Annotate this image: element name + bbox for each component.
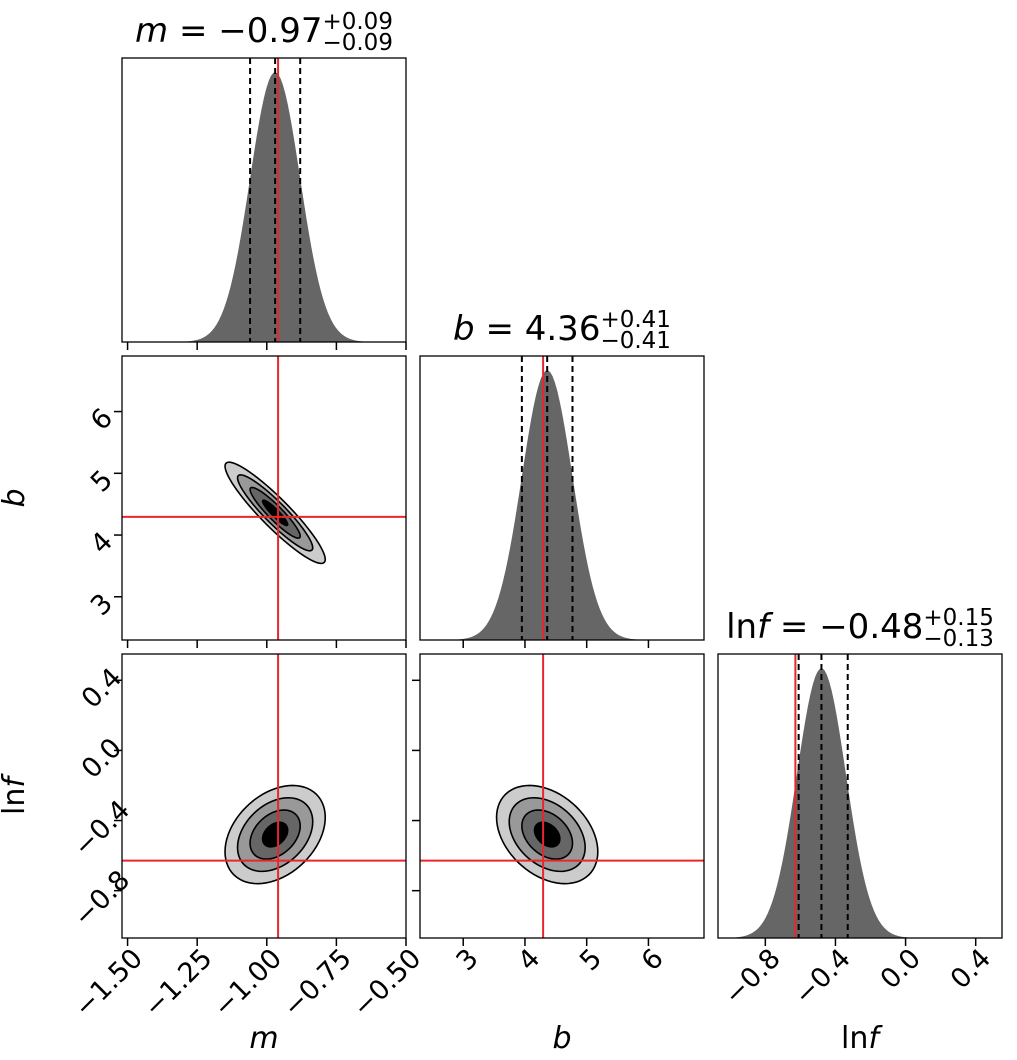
panel-title-lnf: lnf = −0.48+0.15	[726, 605, 994, 647]
histogram-fill-m	[122, 72, 406, 343]
title-value: = 4.36	[475, 309, 601, 349]
x-tick-label-m: −1.00	[208, 943, 288, 1023]
title-value: = −0.48	[769, 607, 923, 647]
x-axis-label-lnf: lnf	[841, 1021, 883, 1056]
y-tick-label-b: 5	[85, 464, 119, 498]
panel-frame-lnf-lnf	[717, 653, 1003, 939]
x-tick-label-m: −0.75	[277, 943, 357, 1023]
x-axis-label-b: b	[552, 1021, 571, 1056]
axis-label-main: m	[249, 1021, 278, 1056]
panel-frame-b-b	[419, 355, 705, 641]
histogram-lnf: lnf = −0.48+0.15−0.13	[717, 605, 1003, 939]
title-lhs: b	[453, 309, 475, 349]
histogram-m: m = −0.97+0.09−0.09	[121, 9, 407, 343]
axis-label-italic: f	[868, 1021, 883, 1056]
panel-frame-m-lnf	[121, 653, 407, 939]
axis-label-main: ln	[841, 1021, 868, 1056]
y-tick-label-b: 3	[85, 588, 119, 622]
contour-panel-m-lnf	[121, 653, 407, 939]
x-tick-label-lnf: 0.0	[875, 943, 927, 995]
x-tick-label-b: 6	[636, 943, 670, 977]
x-tick-label-m: −1.25	[138, 943, 218, 1023]
histogram-fill-lnf	[718, 668, 1002, 938]
panel-title-b: b = 4.36+0.41	[453, 307, 671, 349]
title-err-minus-m: −0.09	[322, 30, 392, 56]
x-tick-label-lnf: −0.8	[718, 943, 786, 1011]
x-tick-label-b: 3	[451, 943, 485, 977]
y-tick-label-lnf: 0.0	[76, 732, 128, 784]
y-axis-label-lnf: lnf	[0, 773, 32, 815]
title-lhs: m	[135, 11, 168, 51]
histogram-fill-b	[420, 370, 704, 640]
axis-label-italic: f	[0, 773, 32, 788]
x-tick-label-m: −0.50	[347, 943, 427, 1023]
contour-level-4	[533, 821, 561, 848]
y-tick-label-b: 4	[85, 526, 119, 560]
panel-frame-m-m	[121, 57, 407, 343]
y-tick-label-lnf: −0.8	[68, 865, 136, 933]
y-tick-label-lnf: −0.4	[68, 795, 136, 863]
panel-title-m: m = −0.97+0.09	[135, 9, 393, 51]
axis-label-main: ln	[0, 788, 32, 815]
contour-level-4	[261, 499, 289, 527]
x-tick-label-b: 5	[574, 943, 608, 977]
x-tick-label-m: −1.50	[68, 943, 148, 1023]
contour-panel-b-lnf	[419, 653, 705, 939]
x-axis-label-m: m	[249, 1021, 278, 1056]
title-err-plus: +0.09	[322, 9, 392, 35]
axis-label-main: b	[0, 488, 32, 507]
axis-label-main: b	[552, 1021, 571, 1056]
title-err-minus-lnf: −0.13	[923, 626, 993, 652]
title-err-minus-b: −0.41	[600, 328, 670, 354]
title-err-plus: +0.41	[600, 307, 670, 333]
x-tick-label-lnf: 0.4	[945, 943, 997, 995]
y-tick-label-lnf: 0.4	[76, 662, 128, 714]
panel-frame-b-lnf	[419, 653, 705, 939]
title-err-plus: +0.15	[923, 605, 993, 631]
title-lhs: ln	[726, 607, 757, 647]
panel-frame-m-b	[121, 355, 407, 641]
contour-panel-m-b	[121, 355, 407, 641]
histogram-b: b = 4.36+0.41−0.41	[419, 307, 705, 641]
title-value: = −0.97	[168, 11, 322, 51]
y-tick-label-b: 6	[85, 403, 119, 437]
x-tick-label-lnf: −0.4	[789, 943, 857, 1011]
y-axis-label-b: b	[0, 488, 32, 507]
x-tick-label-b: 4	[512, 943, 546, 977]
contour-level-4	[261, 821, 289, 848]
